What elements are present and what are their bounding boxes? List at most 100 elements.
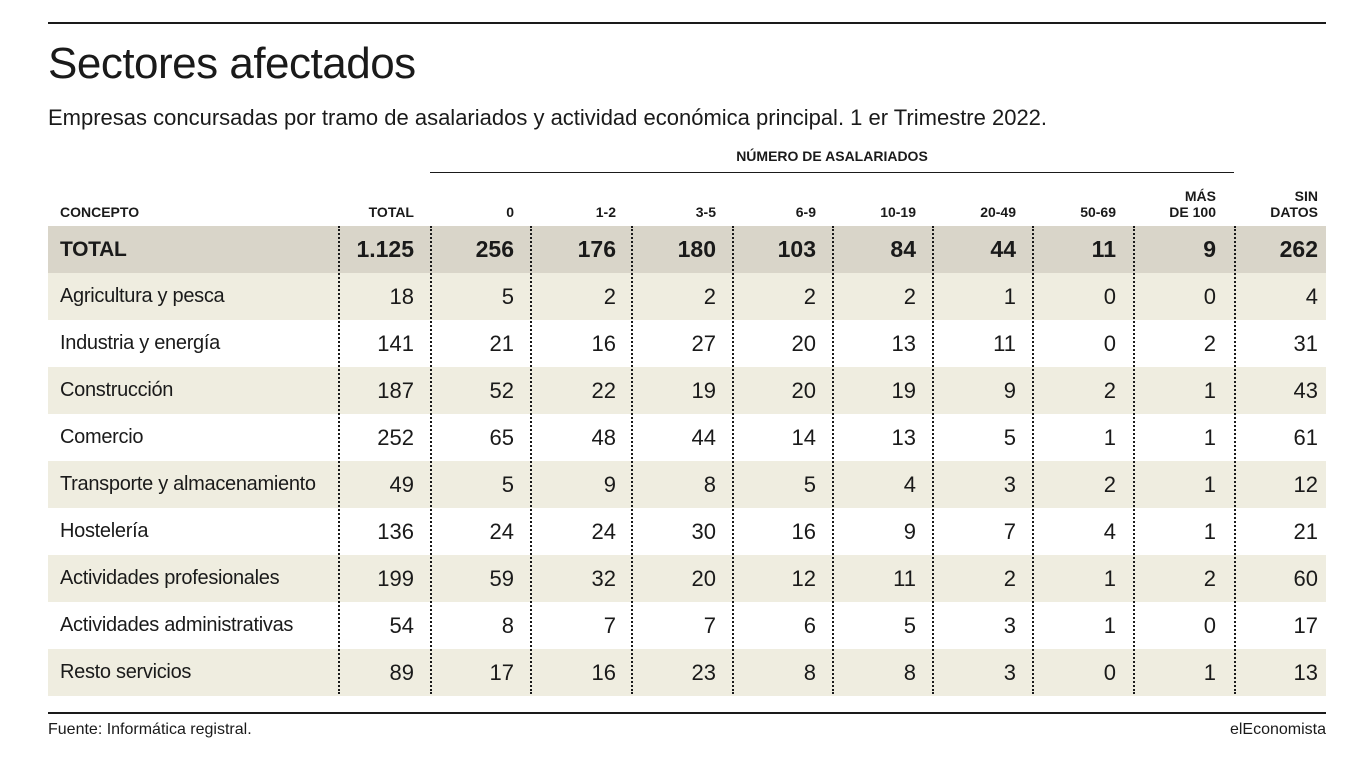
table-cell: 44 <box>990 236 1016 262</box>
column-header-text: 3-5 <box>695 204 716 220</box>
column-header: 0 <box>430 174 514 224</box>
table-cell: 14 <box>791 425 816 450</box>
table-cell: 16 <box>591 331 616 356</box>
table-row: Resto servicios 89 17 16 23 8 8 3 0 1 13 <box>48 649 1326 696</box>
table-cell: 1 <box>1203 425 1216 450</box>
table-cell: 84 <box>890 236 916 262</box>
table-cell: 52 <box>489 378 514 403</box>
table-cell: 59 <box>489 566 514 591</box>
table-cell: 103 <box>777 236 816 262</box>
table-cell: 11 <box>893 566 916 591</box>
table-cell: 3 <box>1003 613 1016 638</box>
table-cell: 48 <box>591 425 616 450</box>
row-label: Construcción <box>60 379 174 401</box>
column-header: 10-19 <box>832 174 916 224</box>
table-cell: 0 <box>1103 331 1116 356</box>
table-cell: 187 <box>377 378 414 403</box>
table-cell: 1 <box>1103 613 1116 638</box>
table-cell: 136 <box>377 519 414 544</box>
table-cell: 61 <box>1293 425 1318 450</box>
row-label: Actividades administrativas <box>60 614 294 636</box>
top-rule <box>48 22 1326 24</box>
column-separator <box>1234 226 1236 694</box>
table-cell: 20 <box>791 331 816 356</box>
column-separator <box>631 226 633 694</box>
table-row: Agricultura y pesca 18 5 2 2 2 2 1 0 0 4 <box>48 273 1326 320</box>
column-separator <box>732 226 734 694</box>
table-cell: 11 <box>993 331 1016 356</box>
table-row: Actividades profesionales 199 59 32 20 12 11 2 1… <box>48 555 1326 602</box>
row-label: Industria y energía <box>60 332 220 354</box>
table-cell: 141 <box>377 331 414 356</box>
column-separator <box>832 226 834 694</box>
source-note: Fuente: Informática registral. <box>48 721 252 738</box>
table-cell: 20 <box>691 566 716 591</box>
row-label: Hostelería <box>60 520 149 542</box>
table-cell: 9 <box>603 472 616 497</box>
column-header-text: CONCEPTO <box>60 204 140 220</box>
column-separator <box>1133 226 1135 694</box>
bottom-rule <box>48 712 1326 714</box>
table-cell: 0 <box>1203 613 1216 638</box>
column-header: CONCEPTO <box>48 174 338 224</box>
table-cell: 19 <box>891 378 916 403</box>
table-row: Construcción 187 52 22 19 20 19 9 2 1 43 <box>48 367 1326 414</box>
column-header-text: SIN <box>1294 188 1318 204</box>
table-cell: 13 <box>891 425 916 450</box>
table-cell: 5 <box>501 284 514 309</box>
table-cell: 5 <box>501 472 514 497</box>
column-separator <box>430 226 432 694</box>
table-cell: 8 <box>501 613 514 638</box>
table-cell: 2 <box>603 284 616 309</box>
column-header: 1-2 <box>530 174 616 224</box>
table-cell: 21 <box>1293 519 1318 544</box>
row-label: Comercio <box>60 426 144 448</box>
table-cell: 2 <box>1003 566 1016 591</box>
column-header-text: 10-19 <box>880 204 916 220</box>
table-cell: 1 <box>1003 284 1016 309</box>
column-header: 6-9 <box>732 174 816 224</box>
table-cell: 199 <box>377 566 414 591</box>
column-header: 50-69 <box>1032 174 1116 224</box>
table-cell: 60 <box>1293 566 1318 591</box>
table-row: Industria y energía 141 21 16 27 20 13 11 0 2 31 <box>48 320 1326 367</box>
row-label: TOTAL <box>60 238 127 261</box>
chart-title: Sectores afectados <box>48 39 416 88</box>
table-row-total: TOTAL 1.125 256 176 180 103 84 44 11 9 262 <box>48 226 1326 273</box>
table-cell: 32 <box>591 566 616 591</box>
table-cell: 4 <box>1103 519 1116 544</box>
table-cell: 2 <box>703 284 716 309</box>
table-cell: 54 <box>389 613 414 638</box>
table-cell: 27 <box>691 331 716 356</box>
column-header: TOTAL <box>338 174 414 224</box>
table-cell: 180 <box>677 236 716 262</box>
table-cell: 44 <box>691 425 716 450</box>
column-header: 20-49 <box>932 174 1016 224</box>
table-cell: 9 <box>1203 236 1216 262</box>
table-cell: 65 <box>489 425 514 450</box>
table-cell: 23 <box>691 660 716 685</box>
group-header-rule <box>430 172 1234 173</box>
column-separator <box>1032 226 1034 694</box>
table-cell: 89 <box>389 660 414 685</box>
column-separator <box>932 226 934 694</box>
table-cell: 2 <box>903 284 916 309</box>
table-cell: 17 <box>1293 613 1318 638</box>
table-row: Transporte y almacenamiento 49 5 9 8 5 4 3 2 1 12 <box>48 461 1326 508</box>
table-row: Actividades administrativas 54 8 7 7 6 5 3 1 0 17 <box>48 602 1326 649</box>
table-cell: 7 <box>703 613 716 638</box>
table-cell: 0 <box>1203 284 1216 309</box>
table-cell: 13 <box>1293 660 1318 685</box>
table-cell: 12 <box>1293 472 1318 497</box>
table-cell: 2 <box>1203 331 1216 356</box>
table-cell: 1 <box>1203 660 1216 685</box>
table-cell: 2 <box>1103 472 1116 497</box>
table-cell: 252 <box>377 425 414 450</box>
table-cell: 2 <box>803 284 816 309</box>
table-cell: 8 <box>703 472 716 497</box>
table-cell: 4 <box>903 472 916 497</box>
table-cell: 16 <box>791 519 816 544</box>
table-cell: 3 <box>1003 472 1016 497</box>
column-header-text: 20-49 <box>980 204 1016 220</box>
table-cell: 19 <box>691 378 716 403</box>
